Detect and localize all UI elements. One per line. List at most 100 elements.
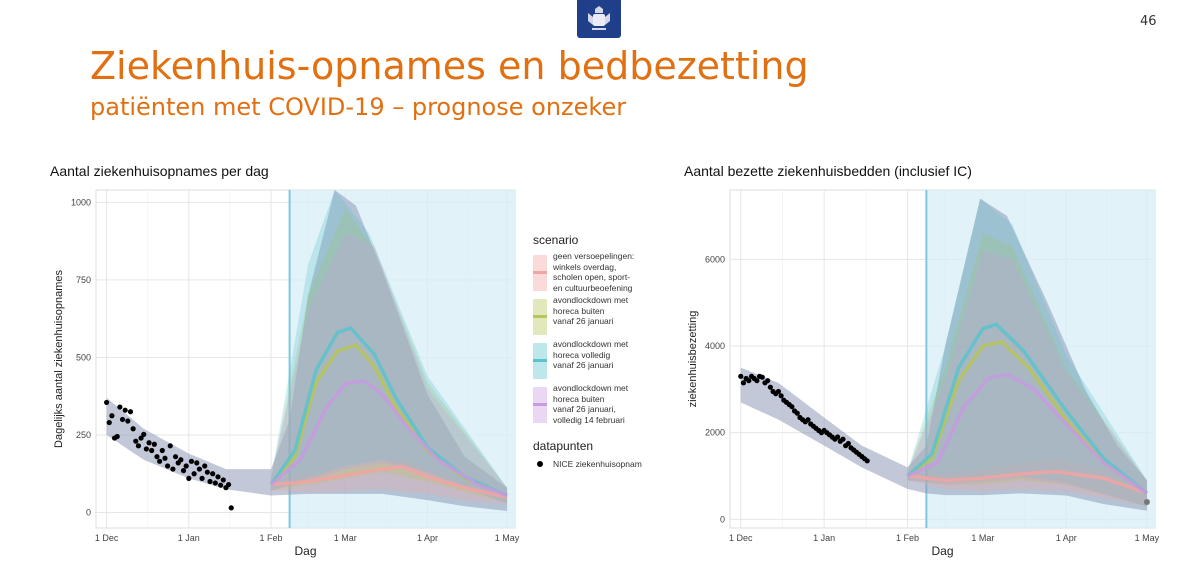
scenario-legend: scenario geen versoepelingen: winkels ov… <box>533 233 693 469</box>
data-point <box>210 471 216 477</box>
data-point <box>180 468 187 474</box>
y-tick-label: 6000 <box>705 254 725 264</box>
data-point <box>127 409 134 415</box>
data-point <box>204 469 210 475</box>
data-point <box>188 458 195 464</box>
data-point <box>759 374 765 380</box>
data-point <box>117 404 123 410</box>
y-tick-label: 2000 <box>705 428 725 438</box>
data-point <box>778 393 784 399</box>
x-tick-label: 1 Feb <box>260 533 283 543</box>
data-point <box>154 454 160 460</box>
x-tick-label: 1 Jan <box>178 533 200 543</box>
legend-item-label: avondlockdown met horeca buiten vanaf 26… <box>553 383 629 425</box>
data-point <box>141 431 147 437</box>
series-median-line <box>907 469 1148 495</box>
series-median-line <box>269 378 508 498</box>
chart-title: Aantal bezette ziekenhuisbedden (inclusi… <box>684 163 972 179</box>
data-point <box>119 416 126 423</box>
data-point <box>104 399 110 406</box>
data-point <box>135 443 142 449</box>
data-point <box>228 505 234 511</box>
data-point <box>106 419 112 426</box>
data-point <box>151 441 157 447</box>
data-point <box>845 440 851 447</box>
data-point <box>740 380 747 386</box>
data-point <box>789 404 795 410</box>
x-tick-label: 1 Mar <box>971 533 994 543</box>
data-point <box>225 481 232 488</box>
x-tick-label: 1 Apr <box>1056 533 1077 543</box>
data-point <box>746 378 752 384</box>
chart-title: Aantal ziekenhuisopnames per dag <box>50 163 269 179</box>
legend-key-swatch <box>533 343 547 379</box>
data-point <box>167 443 173 449</box>
data-point-dot-icon <box>537 461 543 467</box>
legend-item-scenario: avondlockdown met horeca volledig vanaf … <box>533 339 693 383</box>
data-point <box>178 457 184 463</box>
data-point <box>186 475 192 481</box>
x-tick-label: 1 Dec <box>729 533 753 543</box>
data-point <box>834 434 841 440</box>
legend-scenario-title: scenario <box>533 233 579 247</box>
data-point <box>159 447 165 454</box>
y-tick-label: 750 <box>76 275 91 285</box>
data-point <box>220 477 226 483</box>
series-band <box>907 198 1147 507</box>
data-point <box>194 460 200 466</box>
data-point <box>133 438 139 444</box>
data-point <box>196 466 203 472</box>
series-band <box>907 458 1147 507</box>
legend-item-label: geen versoepelingen: winkels overdag, sc… <box>553 251 635 293</box>
data-point <box>183 463 189 469</box>
legend-item-label: avondlockdown met horeca volledig vanaf … <box>553 339 629 370</box>
legend-key-line <box>533 315 547 318</box>
data-point <box>109 413 115 419</box>
legend-datapunten-label: NICE ziekenhuisopnam <box>553 459 642 469</box>
x-tick-label: 1 Dec <box>95 533 119 543</box>
data-point <box>191 471 197 477</box>
legend-key-swatch <box>533 387 547 423</box>
page-number: 46 <box>1140 14 1157 29</box>
series-band <box>271 233 508 504</box>
legend-item-label: avondlockdown met horeca buiten vanaf 26… <box>553 295 629 326</box>
legend-key-line <box>533 271 547 274</box>
data-point <box>146 440 152 446</box>
y-tick-label: 4000 <box>705 341 725 351</box>
data-point <box>202 463 208 469</box>
x-tick-label: 1 Apr <box>417 533 438 543</box>
end-data-point <box>1143 499 1150 505</box>
data-point <box>149 447 155 454</box>
slide-title: Ziekenhuis-opnames en bedbezetting <box>90 44 809 88</box>
data-point <box>130 426 136 432</box>
data-point <box>864 458 870 464</box>
series-median-line <box>906 372 1148 495</box>
y-axis-label: Dagelijks aantal ziekenhuisopnames <box>53 270 65 448</box>
uncertainty-envelope <box>740 198 1147 511</box>
series-band <box>271 459 508 505</box>
data-point <box>170 466 176 472</box>
data-point <box>794 410 800 416</box>
legend-item-scenario: avondlockdown met horeca buiten vanaf 26… <box>533 383 693 427</box>
y-tick-label: 250 <box>76 430 91 440</box>
data-point <box>218 482 224 488</box>
data-point <box>162 455 168 461</box>
data-point <box>840 436 846 442</box>
legend-key-swatch <box>533 299 547 335</box>
data-point <box>122 407 128 413</box>
series-median-line <box>270 464 508 499</box>
series-band <box>271 190 508 504</box>
data-point <box>805 417 811 423</box>
series-median-line <box>269 326 508 498</box>
y-tick-label: 0 <box>720 514 725 524</box>
y-tick-label: 1000 <box>71 197 91 207</box>
data-point <box>767 384 773 390</box>
data-point <box>199 475 205 481</box>
x-tick-label: 1 Feb <box>896 533 919 543</box>
data-point <box>212 480 218 486</box>
legend-datapunten-item: NICE ziekenhuisopnam <box>533 459 693 469</box>
legend-key-line <box>533 359 547 362</box>
data-point <box>207 478 213 485</box>
data-point <box>172 454 179 460</box>
